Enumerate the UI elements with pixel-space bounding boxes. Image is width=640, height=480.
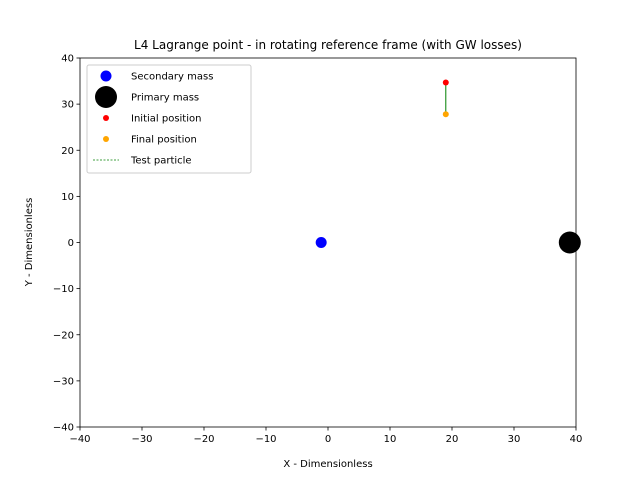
x-tick-label: 30: [508, 434, 521, 445]
legend-swatch-primary-mass: [95, 86, 117, 108]
y-tick-label: 40: [61, 54, 74, 65]
x-tick-label: −10: [255, 434, 276, 445]
legend: Secondary mass Primary mass Initial positi…: [86, 64, 252, 174]
y-tick-label: 20: [61, 146, 74, 157]
initial-position-point: [442, 79, 449, 86]
x-tick-label: −20: [193, 434, 214, 445]
y-tick-label: −20: [53, 330, 74, 341]
legend-swatch-initial-position: [103, 115, 109, 121]
legend-label-primary-mass: Primary mass: [131, 93, 199, 104]
chart-title: L4 Lagrange point - in rotating referenc…: [134, 38, 522, 52]
x-tick-label: −30: [131, 434, 152, 445]
legend-label-test-particle: Test particle: [130, 156, 192, 167]
y-tick-label: 30: [61, 100, 74, 111]
x-tick-label: 20: [446, 434, 459, 445]
y-tick-label: −30: [53, 376, 74, 387]
y-tick-label: −40: [53, 423, 74, 434]
x-tick-label: 10: [384, 434, 397, 445]
y-axis-label: Y - Dimensionless: [24, 198, 35, 288]
x-axis: −40 −30 −20 −10 0 10 20 30 40: [69, 427, 582, 445]
series-layer: [315, 79, 581, 254]
legend-swatch-secondary-mass: [100, 70, 112, 82]
x-axis-label: X - Dimensionless: [283, 459, 372, 470]
legend-entries: Secondary mass Primary mass Initial positi…: [93, 70, 213, 167]
legend-box: [86, 64, 252, 174]
y-tick-label: −10: [53, 284, 74, 295]
x-tick-label: −40: [69, 434, 90, 445]
legend-label-initial-position: Initial position: [131, 114, 201, 125]
y-tick-label: 10: [61, 192, 74, 203]
legend-label-secondary-mass: Secondary mass: [131, 72, 213, 83]
primary-mass-point: [558, 231, 581, 254]
final-position-point: [442, 111, 449, 118]
secondary-mass-point: [315, 237, 327, 248]
legend-label-final-position: Final position: [131, 135, 197, 146]
legend-swatch-final-position: [103, 136, 109, 142]
x-tick-label: 40: [570, 434, 583, 445]
y-tick-label: 0: [68, 238, 74, 249]
x-tick-label: 0: [325, 434, 331, 445]
y-axis: −40 −30 −20 −10 0 10 20 30 40: [53, 54, 80, 434]
